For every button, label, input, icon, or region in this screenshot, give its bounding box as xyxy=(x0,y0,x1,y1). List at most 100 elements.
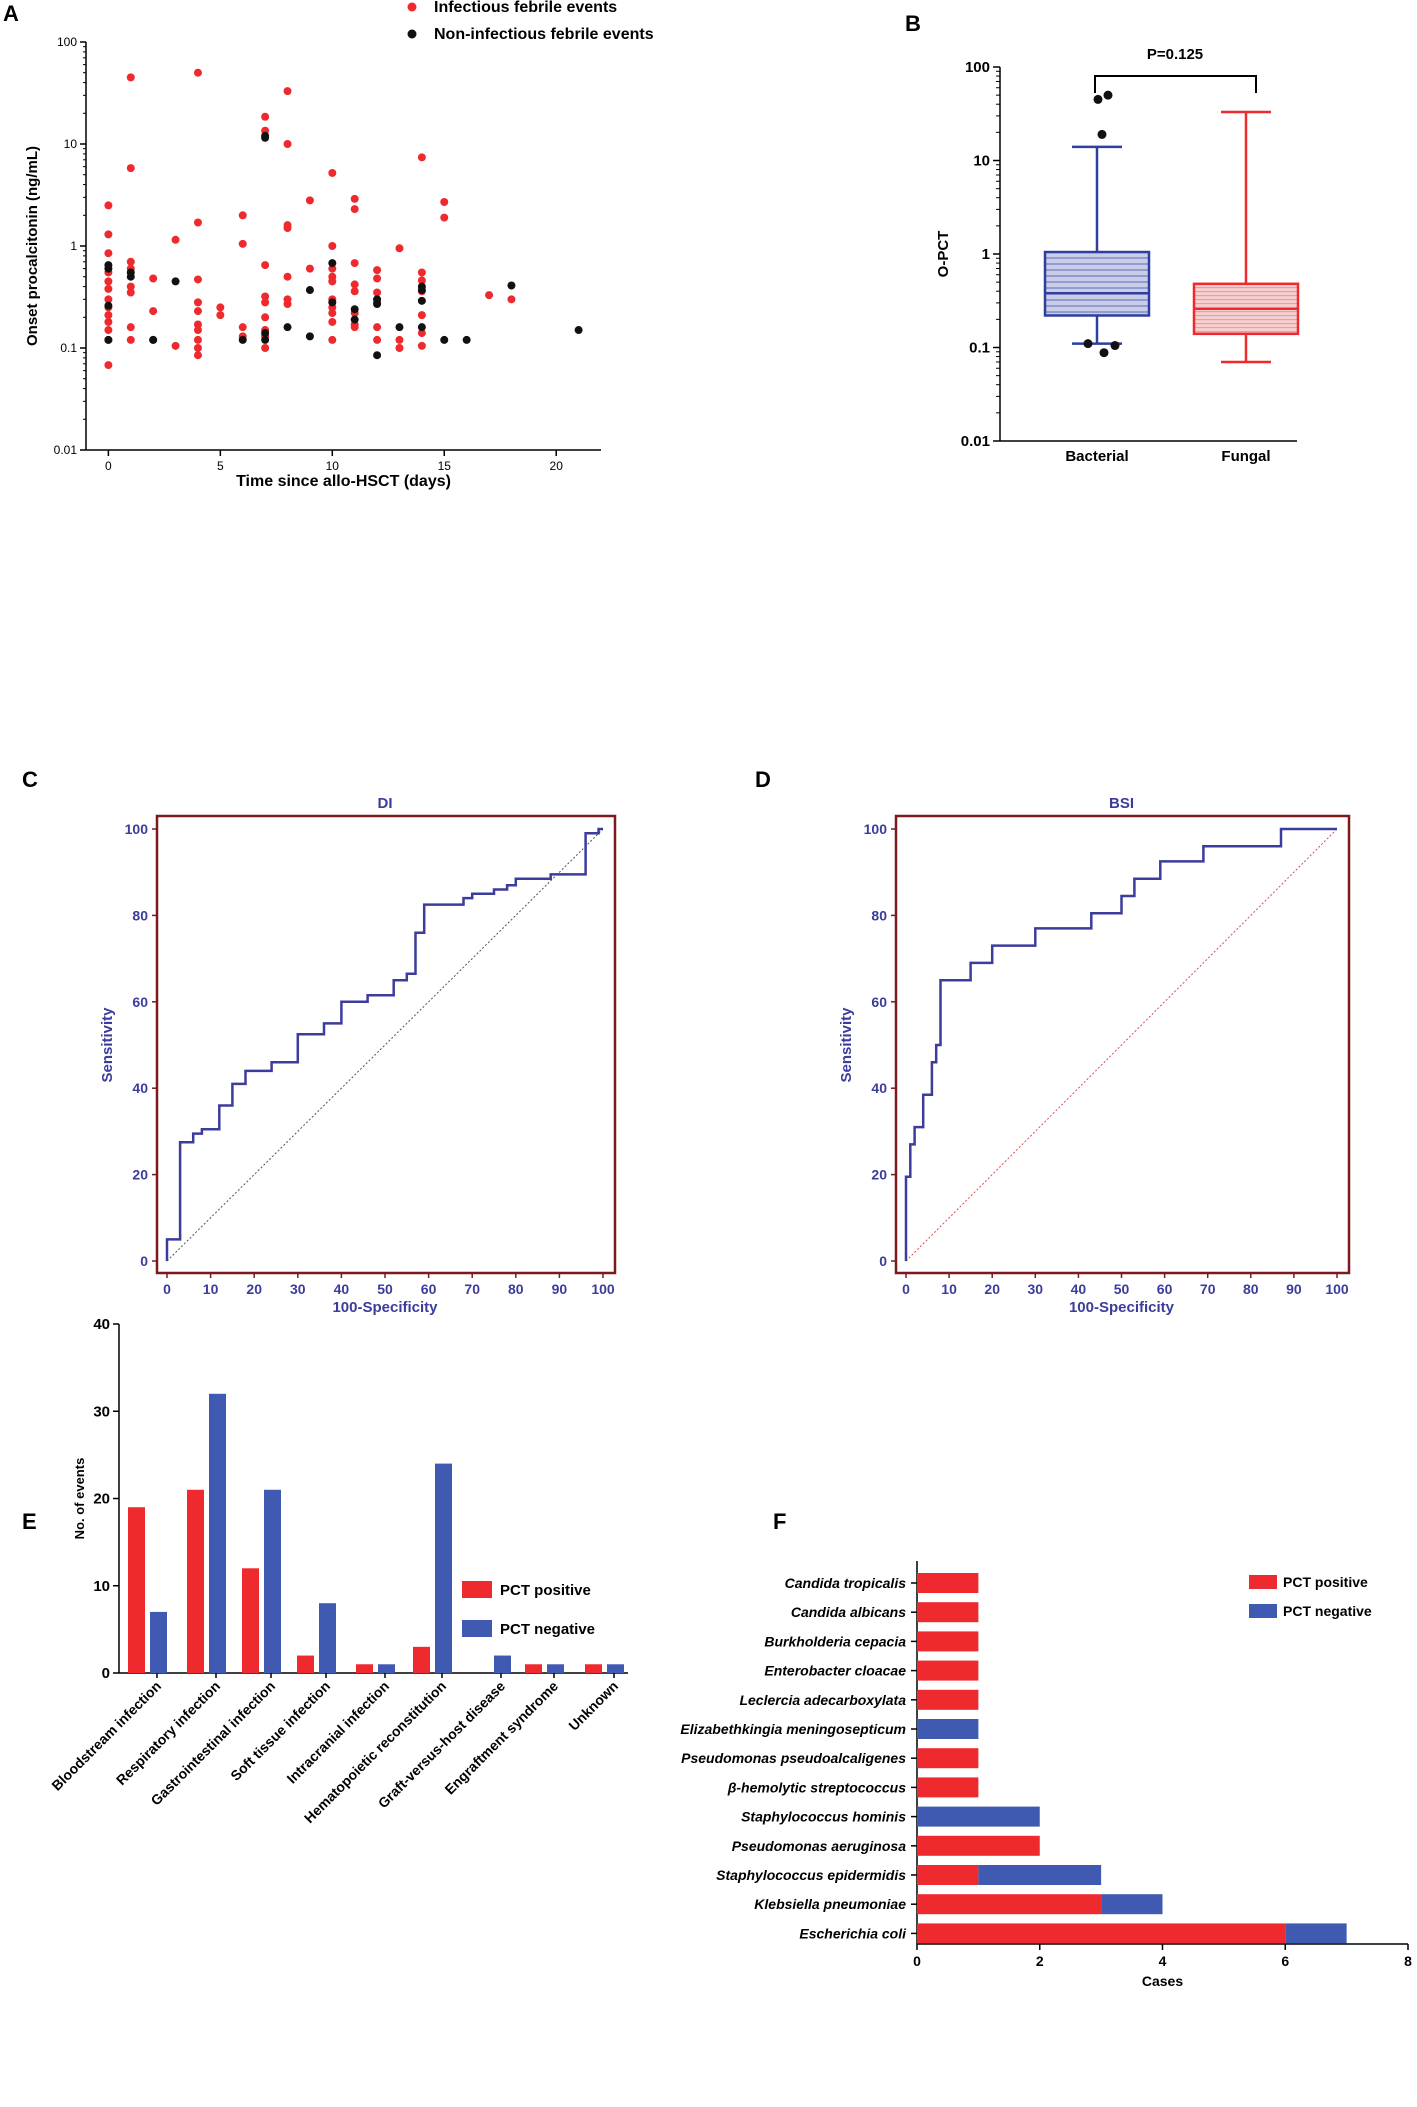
c-x-tick-label: 70 xyxy=(464,1281,480,1297)
b-significance-bracket xyxy=(1094,75,1257,93)
a-legend-label: Non-infectious febrile events xyxy=(434,26,654,43)
b-y-tick-label: 1 xyxy=(982,246,990,263)
panel-label-f: F xyxy=(773,1509,786,1534)
e-bar-pct-positive xyxy=(187,1489,204,1673)
a-point-infectious xyxy=(193,298,202,307)
a-point-infectious xyxy=(104,326,113,335)
a-y-axis-title: Onset procalcitonin (ng/mL) xyxy=(24,146,41,346)
a-point-noninfectious xyxy=(305,332,314,341)
f-bar-pct-negative xyxy=(917,1719,979,1739)
f-bar-pct-positive xyxy=(917,1748,979,1769)
a-point-infectious xyxy=(126,73,135,82)
e-bar-pct-positive xyxy=(128,1507,145,1673)
e-category-label: Soft tissue infection xyxy=(227,1678,333,1784)
a-point-infectious xyxy=(193,344,202,352)
d-x-axis-title: 100-Specificity xyxy=(1069,1299,1175,1316)
a-point-infectious xyxy=(373,335,382,344)
d-x-tick-label: 70 xyxy=(1200,1281,1216,1297)
a-point-infectious xyxy=(193,320,202,329)
f-category-label: Klebsiella pneumoniae xyxy=(754,1896,906,1912)
b-category-label: Bacterial xyxy=(1065,448,1128,465)
b-outlier xyxy=(1110,341,1120,351)
a-legend-label: Infectious febrile events xyxy=(434,0,617,16)
f-legend-swatch xyxy=(1249,1575,1277,1589)
c-y-tick-label: 0 xyxy=(140,1253,148,1269)
d-y-tick-label: 80 xyxy=(871,907,887,923)
a-point-infectious xyxy=(417,329,426,338)
d-x-tick-label: 10 xyxy=(941,1281,957,1297)
a-point-infectious xyxy=(261,344,270,352)
f-bar-pct-negative xyxy=(1101,1894,1163,1915)
a-x-axis-title: Time since allo-HSCT (days) xyxy=(236,473,451,490)
a-point-infectious xyxy=(238,323,247,332)
e-legend-label: PCT positive xyxy=(500,1582,591,1599)
a-point-noninfectious xyxy=(328,259,337,268)
a-point-noninfectious xyxy=(417,323,426,332)
b-y-tick-label: 0.1 xyxy=(969,340,990,357)
f-x-tick-label: 8 xyxy=(1404,1953,1412,1969)
d-x-tick-label: 30 xyxy=(1028,1281,1044,1297)
a-y-tick-label: 100 xyxy=(57,35,77,49)
f-bar-pct-positive xyxy=(917,1602,979,1623)
d-y-tick-label: 40 xyxy=(871,1080,887,1096)
a-point-infectious xyxy=(238,211,247,220)
d-plot-frame xyxy=(894,814,1351,1275)
a-point-noninfectious xyxy=(417,286,426,295)
f-bar-pct-positive xyxy=(917,1689,979,1710)
a-point-infectious xyxy=(283,87,292,96)
a-point-infectious xyxy=(126,257,135,266)
b-y-tick-label: 10 xyxy=(973,153,990,170)
d-title: BSI xyxy=(1109,795,1134,812)
a-point-infectious xyxy=(485,291,494,300)
f-category-label: Leclercia adecarboxylata xyxy=(739,1692,906,1708)
d-x-tick-label: 20 xyxy=(984,1281,1000,1297)
a-point-infectious xyxy=(328,335,337,344)
a-point-infectious xyxy=(350,205,359,214)
panel-label-a: A xyxy=(3,1,19,26)
f-bar-pct-negative xyxy=(917,1806,1040,1827)
b-y-axis-title: O-PCT xyxy=(935,231,952,278)
a-point-noninfectious xyxy=(171,277,180,286)
d-y-tick-label: 20 xyxy=(871,1167,887,1183)
c-x-tick-label: 0 xyxy=(163,1281,171,1297)
e-bar-pct-negative xyxy=(319,1603,336,1673)
a-point-infectious xyxy=(417,311,426,320)
panel-label-e: E xyxy=(22,1509,37,1534)
a-point-infectious xyxy=(104,311,113,320)
a-x-tick-label: 10 xyxy=(326,459,340,473)
a-point-infectious xyxy=(417,276,426,285)
c-reference-diagonal xyxy=(166,828,604,1262)
a-point-infectious xyxy=(350,323,359,332)
panel-c-roc-di: DI 0 10 20 30 40 50 60 70 80 90 100 0 20 40 60 80 100 100-… xyxy=(99,795,617,1316)
a-point-infectious xyxy=(395,335,404,344)
a-point-infectious xyxy=(283,272,292,281)
a-point-infectious xyxy=(305,196,314,205)
a-point-infectious xyxy=(417,153,426,162)
f-category-label: Pseudomonas aeruginosa xyxy=(732,1838,906,1854)
a-point-infectious xyxy=(238,239,247,248)
c-x-axis-title: 100-Specificity xyxy=(332,1299,438,1316)
f-legend-swatch xyxy=(1249,1604,1277,1618)
e-bar-pct-positive xyxy=(356,1664,373,1673)
d-y-tick-label: 100 xyxy=(864,821,888,837)
e-bar-pct-positive xyxy=(525,1664,542,1673)
a-point-infectious xyxy=(193,275,202,284)
c-y-tick-label: 100 xyxy=(125,821,149,837)
a-legend-marker xyxy=(407,2,417,12)
a-legend-marker xyxy=(407,29,417,39)
a-point-infectious xyxy=(104,277,113,286)
a-point-noninfectious xyxy=(350,305,359,314)
a-point-infectious xyxy=(373,323,382,332)
e-legend-swatch xyxy=(462,1581,492,1598)
c-y-axis-title: Sensitivity xyxy=(99,1007,116,1083)
e-bar-pct-negative xyxy=(378,1664,395,1673)
a-point-infectious xyxy=(373,288,382,297)
c-x-tick-label: 80 xyxy=(508,1281,524,1297)
a-point-infectious xyxy=(283,224,292,233)
d-y-tick-label: 60 xyxy=(871,994,887,1010)
a-point-infectious xyxy=(126,323,135,332)
f-x-tick-label: 2 xyxy=(1036,1953,1044,1969)
a-point-infectious xyxy=(104,249,113,258)
f-bar-pct-positive xyxy=(917,1777,979,1798)
